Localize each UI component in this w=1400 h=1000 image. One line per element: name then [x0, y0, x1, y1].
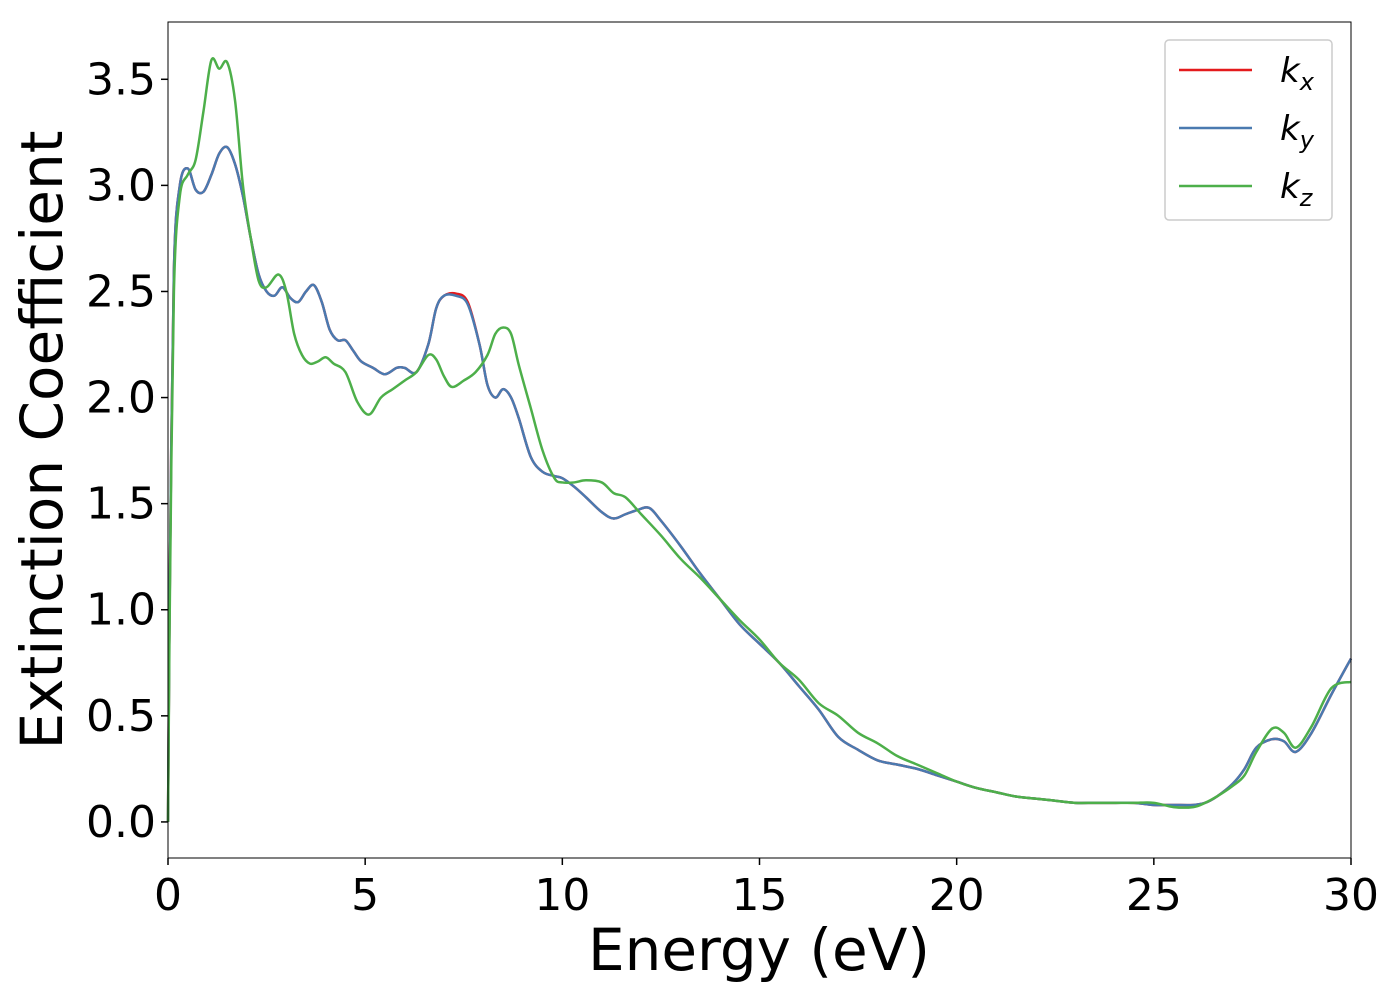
y-axis-title: Extinction Coefficient: [8, 131, 76, 750]
series-line-z: [166, 57, 1352, 822]
legend-items: kx ky kz: [1179, 51, 1315, 212]
y-tick-label: 0.0: [86, 797, 156, 848]
legend: kx ky kz: [1164, 39, 1333, 221]
x-tick-label: 10: [534, 870, 590, 921]
y-tick-label: 3.5: [86, 54, 156, 105]
y-tick-label: 2.5: [86, 266, 156, 317]
y-tick-label: 0.5: [86, 691, 156, 742]
x-tick-label: 5: [351, 870, 379, 921]
y-tick-label: 1.5: [86, 479, 156, 530]
y-tick-label: 1.0: [86, 585, 156, 636]
y-axis-ticks: 0.0 0.5 1.0 1.5 2.0 2.5 3.0 3.5: [86, 54, 168, 848]
y-tick-label: 3.0: [86, 160, 156, 211]
legend-box: [1164, 39, 1333, 221]
y-tick-label: 2.0: [86, 373, 156, 424]
x-tick-label: 0: [154, 870, 182, 921]
legend-label-z: kz: [1280, 167, 1314, 212]
x-tick-label: 25: [1126, 870, 1182, 921]
legend-label-y: ky: [1280, 109, 1315, 154]
x-tick-label: 15: [732, 870, 788, 921]
x-tick-label: 20: [929, 870, 985, 921]
x-axis-title: Energy (eV): [588, 916, 930, 984]
plot-area: [168, 22, 1351, 858]
series-layer: [166, 57, 1353, 822]
x-tick-label: 30: [1323, 870, 1379, 921]
x-axis-ticks: 0 5 10 15 20 25 30: [154, 858, 1379, 921]
legend-label-x: kx: [1280, 51, 1315, 96]
